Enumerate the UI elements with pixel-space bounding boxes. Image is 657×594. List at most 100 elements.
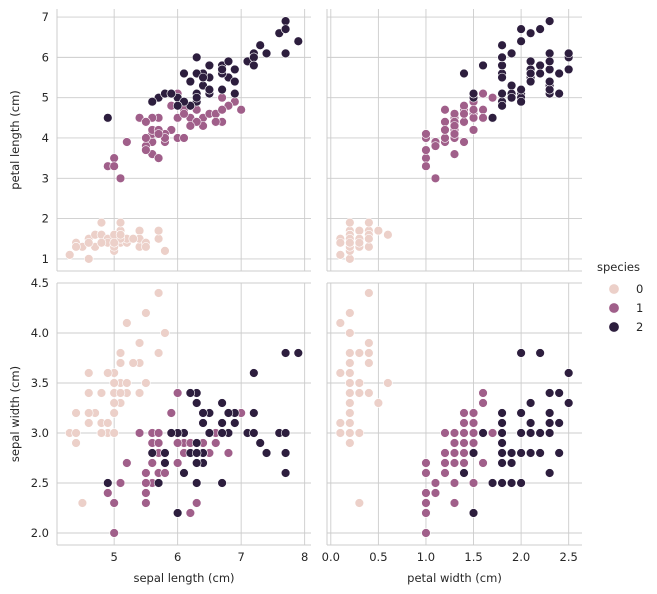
data-point-species-0 (335, 250, 346, 260)
data-point-species-0 (345, 408, 355, 418)
data-point-species-2 (280, 48, 291, 59)
data-point-species-0 (364, 288, 374, 298)
data-point-species-0 (345, 308, 355, 318)
points-layer (335, 288, 574, 538)
panel-petal-width-vs-petal-length (326, 9, 582, 272)
data-point-species-0 (141, 378, 151, 388)
data-point-species-2 (223, 408, 234, 418)
data-point-species-1 (185, 121, 196, 131)
data-point-species-1 (459, 117, 469, 127)
data-point-species-2 (192, 448, 202, 458)
data-point-species-0 (345, 358, 355, 368)
data-point-species-1 (468, 438, 479, 448)
data-point-species-0 (96, 428, 107, 438)
data-point-species-0 (383, 230, 393, 240)
data-point-species-0 (115, 388, 126, 398)
data-point-species-0 (364, 348, 374, 358)
points-layer (64, 16, 303, 264)
data-point-species-2 (506, 458, 517, 468)
data-point-species-2 (217, 398, 227, 408)
data-point-species-0 (134, 225, 145, 236)
data-point-species-1 (421, 129, 431, 139)
data-point-species-1 (421, 498, 431, 508)
data-point-species-1 (459, 458, 469, 468)
data-point-species-2 (516, 97, 526, 107)
data-point-species-2 (516, 448, 526, 458)
data-point-species-2 (525, 76, 536, 87)
data-point-species-1 (440, 428, 450, 438)
data-point-species-2 (153, 478, 164, 488)
data-point-species-2 (516, 348, 526, 358)
data-point-species-2 (459, 68, 469, 79)
y-tick-label: 3.0 (31, 426, 49, 440)
x-tick-label: 0.5 (369, 550, 387, 564)
data-point-species-2 (497, 88, 507, 99)
data-point-species-0 (364, 217, 374, 228)
data-point-species-1 (468, 418, 479, 428)
data-point-species-2 (516, 24, 526, 34)
col0-xlabel: sepal length (cm) (133, 571, 234, 585)
data-point-species-0 (109, 408, 119, 418)
data-point-species-2 (497, 101, 507, 111)
data-point-species-2 (554, 418, 564, 428)
data-point-species-1 (211, 438, 221, 448)
data-point-species-0 (115, 230, 126, 240)
data-point-species-1 (459, 428, 469, 438)
data-point-species-0 (335, 428, 346, 438)
data-point-species-2 (103, 113, 113, 123)
data-point-species-0 (364, 234, 374, 244)
legend-marker-0 (608, 283, 620, 295)
data-point-species-0 (128, 358, 138, 368)
data-point-species-2 (497, 408, 507, 418)
data-point-species-0 (335, 418, 346, 428)
data-point-species-0 (160, 246, 170, 256)
data-point-species-1 (430, 141, 441, 151)
data-point-species-2 (525, 448, 536, 458)
data-point-species-2 (544, 64, 555, 75)
data-point-species-0 (364, 388, 374, 398)
y-tick-label: 2.0 (31, 526, 49, 540)
data-point-species-0 (364, 242, 374, 252)
data-point-species-1 (478, 88, 488, 99)
data-point-species-1 (160, 468, 170, 478)
data-point-species-2 (249, 52, 259, 63)
legend-marker-1 (608, 302, 620, 314)
data-point-species-2 (185, 388, 196, 398)
data-point-species-1 (109, 161, 119, 171)
data-point-species-2 (525, 28, 536, 38)
data-point-species-1 (141, 117, 151, 127)
data-point-species-0 (109, 378, 119, 388)
data-point-species-0 (109, 398, 119, 408)
data-point-species-2 (563, 48, 574, 59)
data-point-species-2 (497, 478, 507, 488)
data-point-species-2 (535, 348, 545, 358)
legend-title: species (597, 260, 640, 274)
data-point-species-1 (449, 438, 460, 448)
data-point-species-2 (544, 76, 555, 87)
data-point-species-2 (516, 408, 526, 418)
data-point-species-1 (192, 498, 202, 508)
data-point-species-2 (544, 468, 555, 478)
data-point-species-1 (109, 528, 119, 538)
data-point-species-0 (383, 378, 393, 388)
data-point-species-1 (172, 438, 183, 448)
data-point-species-2 (497, 72, 507, 83)
y-tick-label: 4 (42, 131, 49, 145)
data-point-species-2 (217, 84, 227, 95)
data-point-species-2 (280, 448, 291, 458)
data-point-species-2 (249, 408, 259, 418)
data-point-species-1 (153, 438, 164, 448)
data-point-species-2 (535, 60, 545, 71)
data-point-species-1 (430, 478, 441, 488)
data-point-species-0 (153, 348, 164, 358)
data-point-species-0 (335, 318, 346, 328)
data-point-species-2 (255, 438, 265, 448)
data-point-species-1 (211, 117, 221, 127)
data-point-species-1 (153, 153, 164, 163)
data-point-species-2 (293, 36, 303, 46)
data-point-species-1 (421, 508, 431, 518)
data-point-species-2 (544, 84, 555, 95)
data-point-species-2 (280, 428, 291, 438)
data-point-species-1 (449, 498, 460, 508)
data-point-species-2 (525, 68, 536, 79)
